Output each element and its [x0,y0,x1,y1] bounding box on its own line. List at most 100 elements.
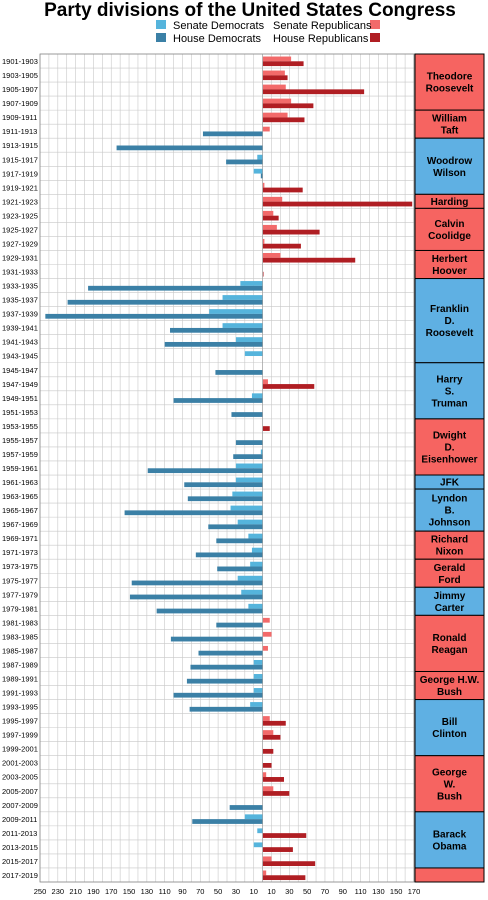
house-democrats-bar [147,468,263,474]
house-democrats-bar [235,440,263,445]
house-democrats-bar [173,692,263,698]
congress-label: 1947-1949 [2,380,38,389]
senate-republicans-bar [262,98,292,104]
house-republicans-bar [262,89,365,95]
president-block [414,530,485,560]
president-name: Lyndon [432,494,468,505]
president-block [414,137,485,195]
senate-democrats-bar [244,351,263,357]
congress-label: 1959-1961 [2,464,38,473]
president-name: Herbert [432,254,468,265]
senate-republicans-bar [262,617,270,623]
senate-republicans-bar [262,856,272,862]
president-name: Franklin [430,304,469,315]
congress-label: 1999-2001 [2,745,38,754]
x-tick-label: 30 [285,887,293,896]
house-republicans-bar [262,271,264,277]
house-democrats-bar [88,285,263,291]
congress-label: 2001-2003 [2,759,38,768]
senate-republicans-bar [262,631,272,637]
house-republicans-bar [262,243,301,249]
congress-label: 1993-1995 [2,703,38,712]
president-name: W. [444,779,456,790]
congress-label: 1943-1945 [2,352,38,361]
senate-democrats-bar [222,295,263,300]
senate-republicans-bar [262,70,285,76]
congress-label: 1915-1917 [2,155,38,164]
senate-democrats-bar [253,688,263,693]
senate-republicans-bar [262,238,265,244]
congress-label: 1969-1971 [2,534,38,543]
y-axis-labels: 1901-1903 1903-1905 1905-1907 1907-1909 1909… [2,57,38,880]
house-republicans-bar [262,748,274,754]
senate-republicans-bar [262,196,283,202]
congress-label: 1905-1907 [2,85,38,94]
senate-democrats-bar [260,449,263,455]
x-tick-label: 210 [69,887,82,896]
house-democrats-bar [233,454,263,460]
house-democrats-bar [231,412,263,417]
congress-label: 1981-1983 [2,618,38,627]
legend-swatch [156,20,166,29]
senate-republicans-bar [262,716,270,721]
house-republicans-bar [262,384,315,389]
house-republicans-bar [262,833,307,838]
congress-label: 1939-1941 [2,324,38,333]
president-name: JFK [440,478,460,489]
senate-democrats-bar [222,323,263,328]
senate-republicans-bar [262,870,267,876]
congress-label: 1979-1981 [2,604,38,613]
legend-swatch [370,33,380,42]
congress-label: 2015-2017 [2,857,38,866]
senate-democrats-bar [251,547,263,553]
president-name: Bush [437,791,462,802]
president-name: Woodrow [427,156,473,167]
plot-frame [39,53,415,883]
house-democrats-bar [217,566,263,572]
congress-label: 1931-1933 [2,268,38,277]
house-democrats-bar [164,341,263,347]
house-republicans-bar [262,187,303,193]
x-tick-label: 30 [232,887,240,896]
house-democrats-bar [45,313,263,319]
president-name: Harding [431,197,469,208]
senate-democrats-bar [235,463,263,469]
senate-democrats-bar [209,309,263,314]
house-republicans-bar [262,734,281,740]
grid [39,53,415,883]
president-name: Ronald [433,633,467,644]
president-column: TheodoreRooseveltWilliamTaftWoodrowWilso… [414,53,485,883]
house-democrats-bar [208,524,263,530]
senate-republicans-bar [262,645,268,651]
congress-label: 2003-2005 [2,773,38,782]
x-tick-label: 230 [52,887,65,896]
president-name: William [432,114,467,125]
senate-democrats-bar [235,337,263,342]
congress-label: 1951-1953 [2,408,38,417]
president-name: Carter [435,603,465,614]
president-name: Barack [433,829,467,840]
senate-democrats-bar [235,477,263,483]
president-name: Bush [437,687,462,698]
congress-label: 2017-2019 [2,871,38,880]
house-democrats-bar [226,159,263,165]
president-name: Bill [442,717,458,728]
house-democrats-bar [129,594,263,600]
x-axis-labels: 250 230 210 190 170 150 130 110 90 70 50 30 10 10 30 50… [34,887,421,896]
x-tick-label: 150 [123,887,136,896]
congress-label: 1987-1989 [2,660,38,669]
congress-label: 1933-1935 [2,282,38,291]
president-block [414,53,485,111]
x-tick-label: 190 [87,887,100,896]
congress-label: 1911-1913 [2,127,37,136]
president-block [414,207,485,251]
x-tick-label: 130 [372,887,385,896]
x-tick-label: 150 [390,887,403,896]
president-name: Gerald [434,563,466,574]
senate-democrats-bar [257,154,263,160]
president-name: D. [445,316,455,327]
president-name: Taft [441,126,459,137]
president-name: Harry [436,374,463,385]
president-block [414,586,485,616]
congress-label: 2009-2011 [2,815,37,824]
